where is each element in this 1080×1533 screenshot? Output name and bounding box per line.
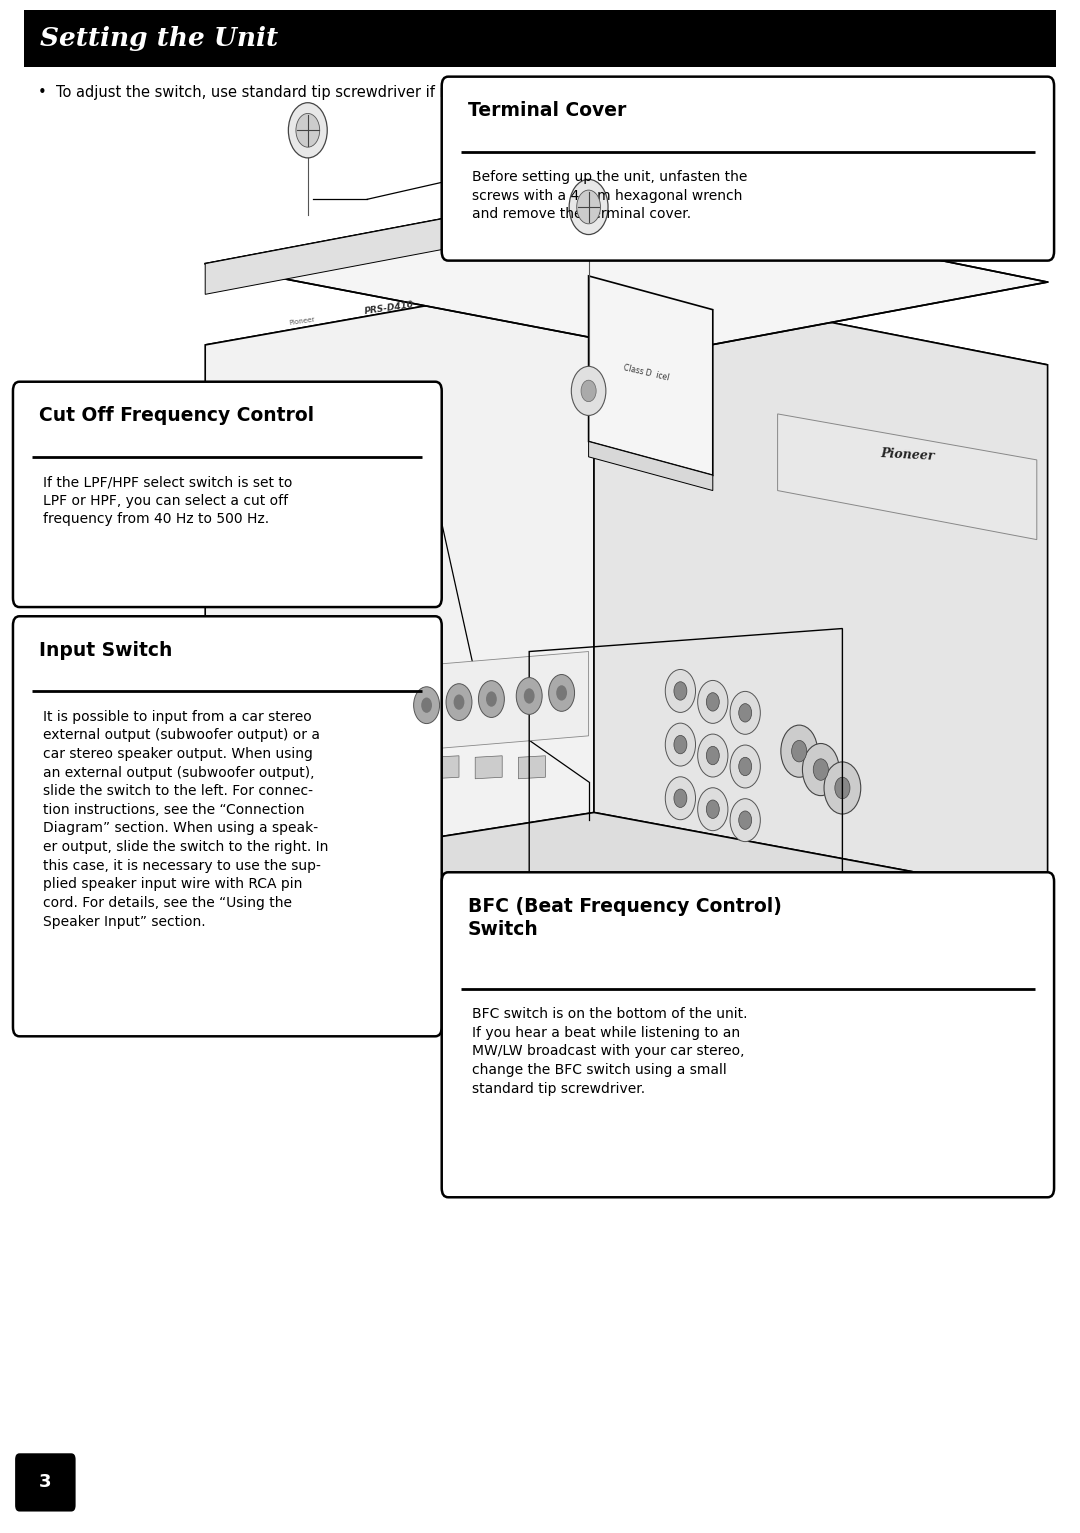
Polygon shape <box>589 442 713 491</box>
Circle shape <box>421 698 432 713</box>
Polygon shape <box>259 860 272 891</box>
Circle shape <box>674 736 687 754</box>
Polygon shape <box>281 857 294 888</box>
Polygon shape <box>518 756 545 779</box>
Text: Pioneer: Pioneer <box>880 448 934 463</box>
Circle shape <box>577 190 600 224</box>
Circle shape <box>571 366 606 415</box>
Polygon shape <box>238 756 255 865</box>
Circle shape <box>698 734 728 777</box>
Circle shape <box>706 747 719 765</box>
Circle shape <box>706 800 719 819</box>
Text: Setting the Unit: Setting the Unit <box>40 26 278 51</box>
Circle shape <box>524 688 535 704</box>
Text: Before setting up the unit, unfasten the
screws with a 4 mm hexagonal wrench
and: Before setting up the unit, unfasten the… <box>472 170 747 221</box>
Polygon shape <box>205 276 594 874</box>
Text: Pioneer: Pioneer <box>289 316 315 327</box>
Circle shape <box>516 678 542 714</box>
FancyBboxPatch shape <box>442 872 1054 1197</box>
FancyBboxPatch shape <box>13 382 442 607</box>
Polygon shape <box>302 852 315 883</box>
Circle shape <box>556 685 567 701</box>
Circle shape <box>478 681 504 717</box>
Circle shape <box>781 725 818 777</box>
Polygon shape <box>367 736 384 843</box>
Polygon shape <box>594 276 1048 897</box>
Circle shape <box>730 745 760 788</box>
Circle shape <box>730 691 760 734</box>
Circle shape <box>486 691 497 707</box>
Polygon shape <box>324 742 341 851</box>
Circle shape <box>739 811 752 829</box>
Polygon shape <box>216 866 229 897</box>
Circle shape <box>665 670 696 713</box>
Circle shape <box>288 103 327 158</box>
Text: Input Switch: Input Switch <box>39 641 172 659</box>
Polygon shape <box>281 748 298 857</box>
Circle shape <box>454 694 464 710</box>
Text: 3: 3 <box>39 1473 52 1492</box>
FancyBboxPatch shape <box>15 1453 76 1512</box>
Polygon shape <box>259 753 276 860</box>
Polygon shape <box>324 849 337 880</box>
Polygon shape <box>346 846 359 877</box>
Circle shape <box>665 777 696 820</box>
Polygon shape <box>302 745 320 854</box>
Polygon shape <box>405 652 589 751</box>
Circle shape <box>549 675 575 711</box>
Text: BFC (Beat Frequency Control)
Switch: BFC (Beat Frequency Control) Switch <box>468 897 782 938</box>
Circle shape <box>802 744 839 796</box>
Circle shape <box>674 789 687 808</box>
Text: If the LPF/HPF select switch is set to
LPF or HPF, you can select a cut off
freq: If the LPF/HPF select switch is set to L… <box>43 475 293 526</box>
Polygon shape <box>216 759 233 868</box>
Text: PRS-D410: PRS-D410 <box>363 300 415 316</box>
Circle shape <box>792 740 807 762</box>
Polygon shape <box>346 739 363 848</box>
Circle shape <box>824 762 861 814</box>
FancyBboxPatch shape <box>442 77 1054 261</box>
Polygon shape <box>205 190 594 294</box>
Polygon shape <box>475 756 502 779</box>
Text: Terminal Cover: Terminal Cover <box>468 101 626 120</box>
Polygon shape <box>778 414 1037 540</box>
Polygon shape <box>367 843 380 874</box>
Bar <box>24 11 1056 67</box>
Circle shape <box>581 380 596 402</box>
Circle shape <box>698 681 728 724</box>
Text: •  To adjust the switch, use standard tip screwdriver if needed.: • To adjust the switch, use standard tip… <box>38 86 499 100</box>
Circle shape <box>739 757 752 776</box>
Circle shape <box>665 724 696 766</box>
Text: Cut Off Frequency Control: Cut Off Frequency Control <box>39 406 314 425</box>
Circle shape <box>813 759 828 780</box>
Circle shape <box>414 687 440 724</box>
Circle shape <box>730 799 760 842</box>
Polygon shape <box>589 276 713 475</box>
Polygon shape <box>205 276 1048 432</box>
Polygon shape <box>205 812 1048 958</box>
Circle shape <box>569 179 608 235</box>
Text: BFC switch is on the bottom of the unit.
If you hear a beat while listening to a: BFC switch is on the bottom of the unit.… <box>472 1007 747 1096</box>
Circle shape <box>674 682 687 701</box>
Text: It is possible to input from a car stereo
external output (subwoofer output) or : It is possible to input from a car stere… <box>43 710 328 929</box>
Circle shape <box>296 113 320 147</box>
Circle shape <box>446 684 472 721</box>
Polygon shape <box>432 756 459 779</box>
Polygon shape <box>205 190 1048 353</box>
Circle shape <box>698 788 728 831</box>
Text: Class D  icel: Class D icel <box>622 363 670 382</box>
FancyBboxPatch shape <box>13 616 442 1036</box>
Circle shape <box>835 777 850 799</box>
Circle shape <box>706 693 719 711</box>
Polygon shape <box>238 863 251 894</box>
Circle shape <box>739 704 752 722</box>
